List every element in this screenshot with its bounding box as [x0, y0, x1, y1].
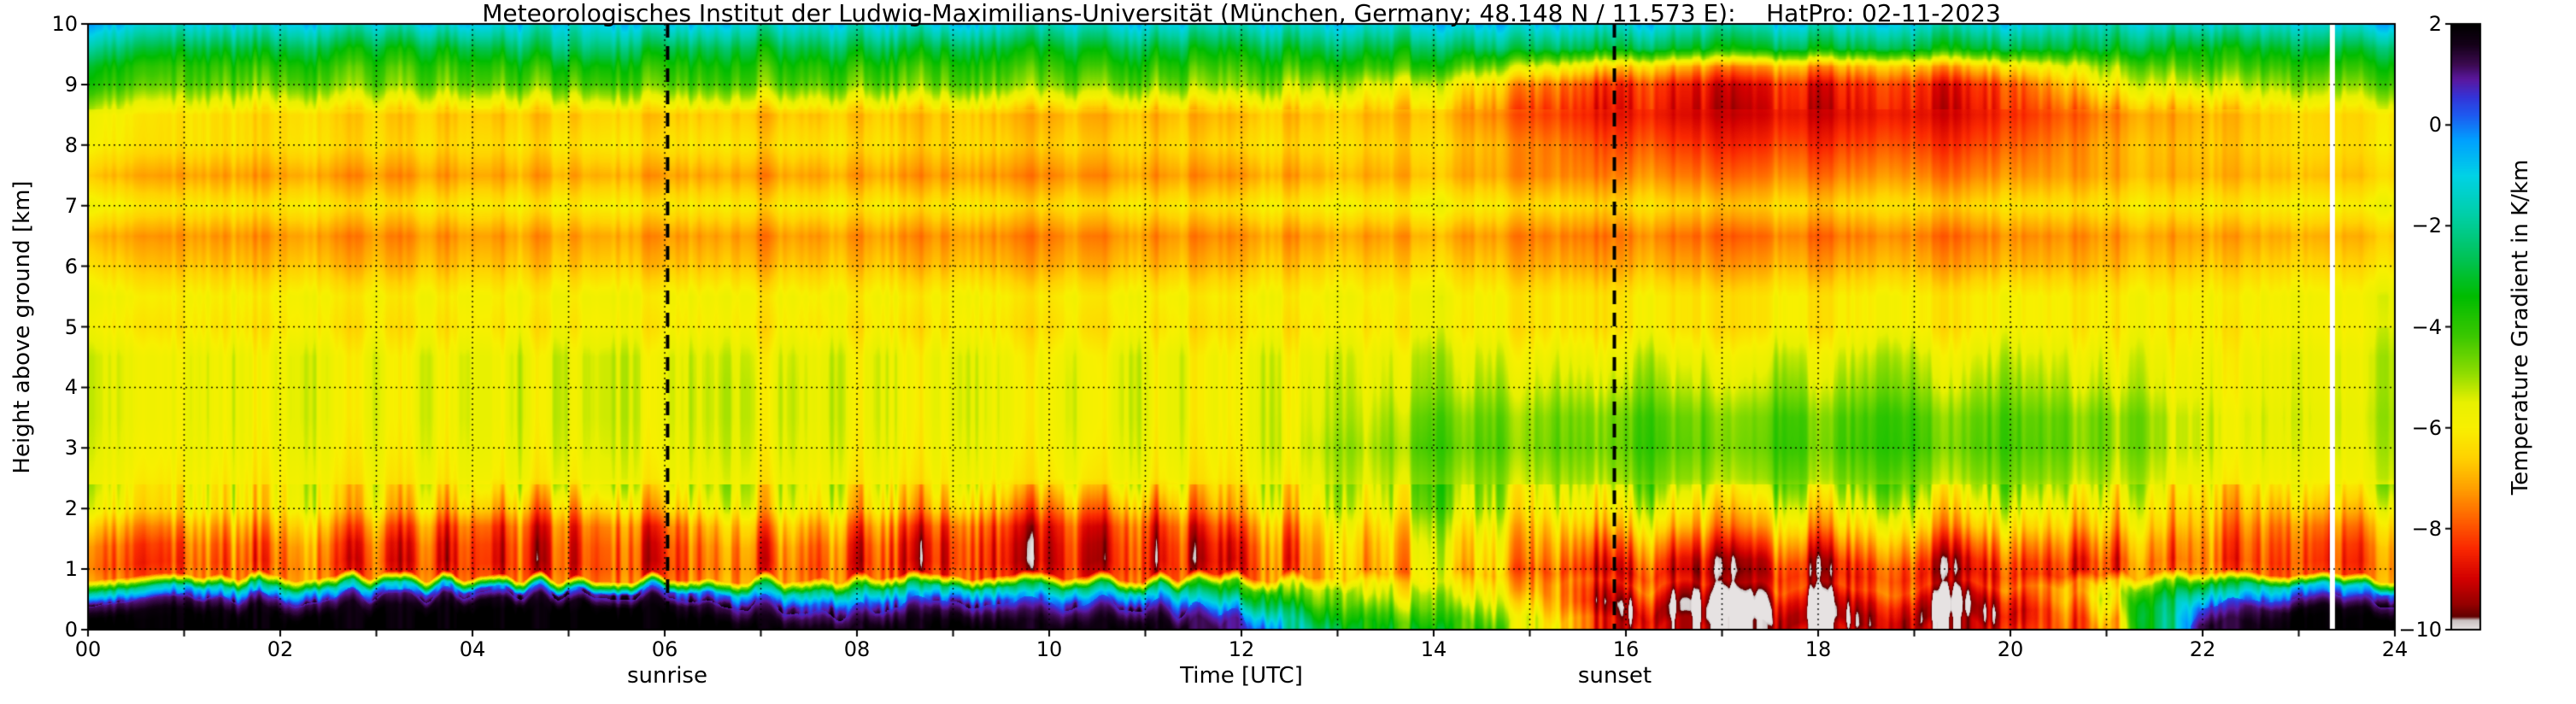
- colorbar-tick-label: −6: [2411, 416, 2442, 440]
- x-tick-label: 02: [267, 637, 294, 661]
- x-tick-label: 20: [1997, 637, 2024, 661]
- x-tick-label: 14: [1420, 637, 1447, 661]
- y-axis-label: Height above ground [km]: [9, 180, 35, 474]
- colorbar-tick-label: 0: [2428, 113, 2442, 137]
- colorbar-tick-label: 2: [2428, 12, 2442, 36]
- colorbar-tick-label: −4: [2411, 315, 2442, 339]
- colorbar-tick-label: −8: [2411, 517, 2442, 541]
- x-tick-label: 22: [2189, 637, 2216, 661]
- y-tick-label: 2: [64, 496, 78, 520]
- y-tick-label: 10: [51, 12, 78, 36]
- y-tick-label: 1: [64, 557, 78, 581]
- heatmap-canvas: [88, 24, 2395, 630]
- y-tick-label: 0: [64, 618, 78, 642]
- x-tick-label: 00: [74, 637, 102, 661]
- colorbar-gradient: [2451, 24, 2480, 630]
- colorbar-label: Temperature Gradient in K/km: [2508, 159, 2533, 496]
- x-tick-label: 08: [843, 637, 871, 661]
- colorbar-tick-label: −10: [2398, 618, 2442, 642]
- y-tick-label: 9: [64, 73, 78, 97]
- sunset-annotation: sunset: [1577, 663, 1652, 689]
- x-tick-label: 04: [459, 637, 486, 661]
- x-tick-label: 10: [1036, 637, 1063, 661]
- colorbar-tick-label: −2: [2411, 214, 2442, 238]
- y-tick-label: 8: [64, 133, 78, 157]
- x-tick-label: 06: [651, 637, 678, 661]
- figure-title: Meteorologisches Institut der Ludwig-Max…: [482, 0, 2001, 27]
- x-tick-label: 12: [1228, 637, 1255, 661]
- x-axis-label: Time [UTC]: [1180, 663, 1303, 689]
- x-tick-label: 16: [1612, 637, 1640, 661]
- x-tick-label: 18: [1804, 637, 1832, 661]
- sunrise-annotation: sunrise: [627, 663, 707, 689]
